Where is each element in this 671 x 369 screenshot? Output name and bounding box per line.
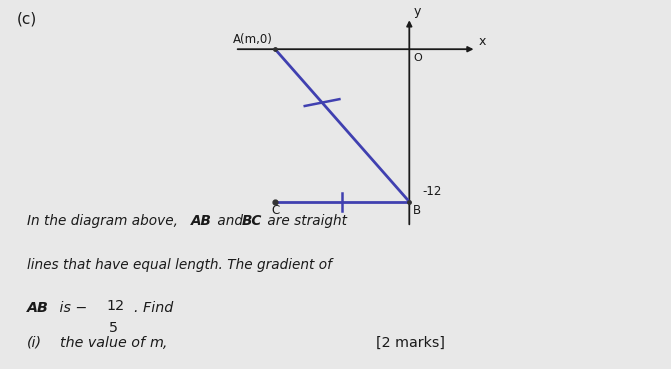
Text: [2 marks]: [2 marks] [376, 336, 445, 350]
Text: . Find: . Find [134, 301, 173, 315]
Text: AB: AB [191, 214, 212, 228]
Text: lines that have equal length. The gradient of: lines that have equal length. The gradie… [27, 258, 331, 272]
Text: AB: AB [27, 301, 49, 315]
Text: A(m,0): A(m,0) [233, 33, 272, 46]
Text: y: y [413, 5, 421, 18]
Text: (i): (i) [27, 336, 42, 350]
Text: C: C [271, 204, 279, 217]
Text: (c): (c) [17, 11, 37, 26]
Text: 5: 5 [109, 321, 117, 335]
Text: -12: -12 [423, 185, 442, 199]
Text: m,: m, [150, 336, 168, 350]
Text: x: x [479, 35, 486, 48]
Text: B: B [413, 204, 421, 217]
Text: and: and [213, 214, 248, 228]
Text: O: O [413, 53, 422, 63]
Text: BC: BC [242, 214, 262, 228]
Text: 12: 12 [106, 299, 124, 313]
Text: the value of: the value of [60, 336, 150, 350]
Text: is −: is − [55, 301, 87, 315]
Text: In the diagram above,: In the diagram above, [27, 214, 183, 228]
Text: are straight: are straight [263, 214, 347, 228]
